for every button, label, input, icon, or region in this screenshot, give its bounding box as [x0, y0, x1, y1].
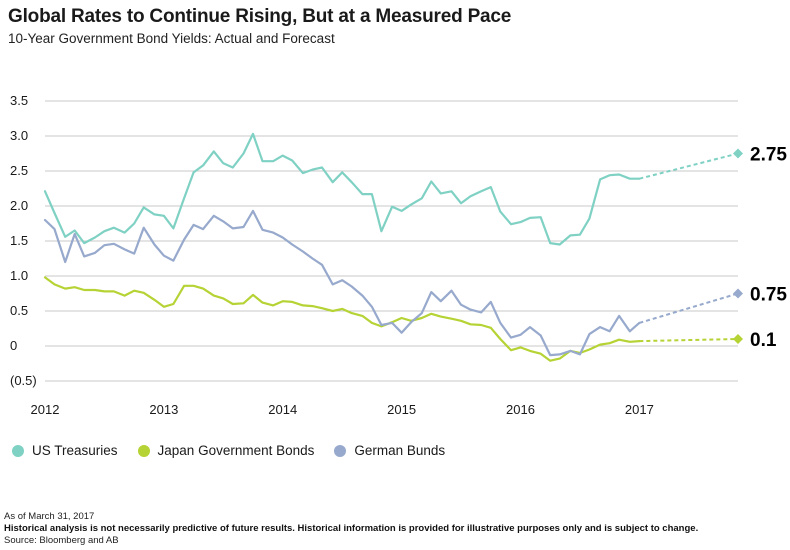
x-tick-label: 2015 [387, 402, 416, 417]
y-tick-label: 3.0 [10, 128, 28, 143]
series-line-german-bunds [43, 209, 641, 357]
forecast-marker-german-bunds [733, 288, 743, 299]
end-value-label-japan-government-bonds: 0.1 [750, 330, 777, 351]
legend-item-german-bunds: German Bunds [334, 443, 445, 458]
x-tick-label: 2014 [268, 402, 297, 417]
x-tick-label: 2012 [31, 402, 60, 417]
forecast-marker-japan-government-bonds [733, 334, 743, 344]
chart-title: Global Rates to Continue Rising, But at … [8, 6, 512, 27]
line-chart: 3.5 3.0 2.5 2.0 1.5 1.0 0.5 0 (0.5) 2012 2013 2014 2… [10, 93, 787, 417]
y-tick-label: 3.5 [10, 93, 28, 108]
legend-label-japan-government-bonds: Japan Government Bonds [157, 443, 315, 458]
footnote-source: Source: Bloomberg and AB [4, 535, 119, 546]
legend-swatch-us-treasuries [12, 444, 24, 457]
forecast-line-us-treasuries [639, 152, 739, 180]
legend-label-german-bunds: German Bunds [354, 443, 446, 458]
chart-subtitle: 10-Year Government Bond Yields: Actual a… [8, 31, 335, 46]
legend-swatch-german-bunds [334, 444, 347, 457]
end-value-label-us-treasuries: 2.75 [750, 145, 787, 166]
footnote-as-of: As of March 31, 2017 [4, 511, 95, 522]
y-tick-label: 1.5 [10, 233, 28, 248]
forecast-marker-us-treasuries [733, 148, 743, 159]
y-tick-label: 0.5 [10, 303, 28, 318]
end-value-label-german-bunds: 0.75 [750, 285, 787, 306]
y-tick-label: 2.0 [10, 198, 28, 213]
x-tick-label: 2017 [625, 402, 654, 417]
series-line-us-treasuries [43, 132, 641, 246]
x-tick-label: 2016 [506, 402, 535, 417]
y-tick-label: 2.5 [10, 163, 28, 178]
series-line-japan-government-bonds [43, 276, 641, 362]
legend-swatch-japan-government-bonds [137, 444, 150, 457]
legend-label-us-treasuries: US Treasuries [32, 443, 118, 458]
legend-item-japan-government-bonds: Japan Government Bonds [137, 443, 315, 458]
legend-item-us-treasuries: US Treasuries [12, 443, 118, 458]
y-tick-label: 0 [10, 338, 17, 353]
y-tick-label: (0.5) [10, 373, 37, 388]
forecast-line-german-bunds [639, 292, 739, 324]
footnote-disclaimer: Historical analysis is not necessarily p… [4, 523, 699, 534]
x-tick-label: 2013 [149, 402, 178, 417]
forecast-line-japan-government-bonds [639, 338, 739, 343]
legend: US Treasuries Japan Government Bonds Ger… [12, 443, 465, 458]
y-tick-label: 1.0 [10, 268, 28, 283]
